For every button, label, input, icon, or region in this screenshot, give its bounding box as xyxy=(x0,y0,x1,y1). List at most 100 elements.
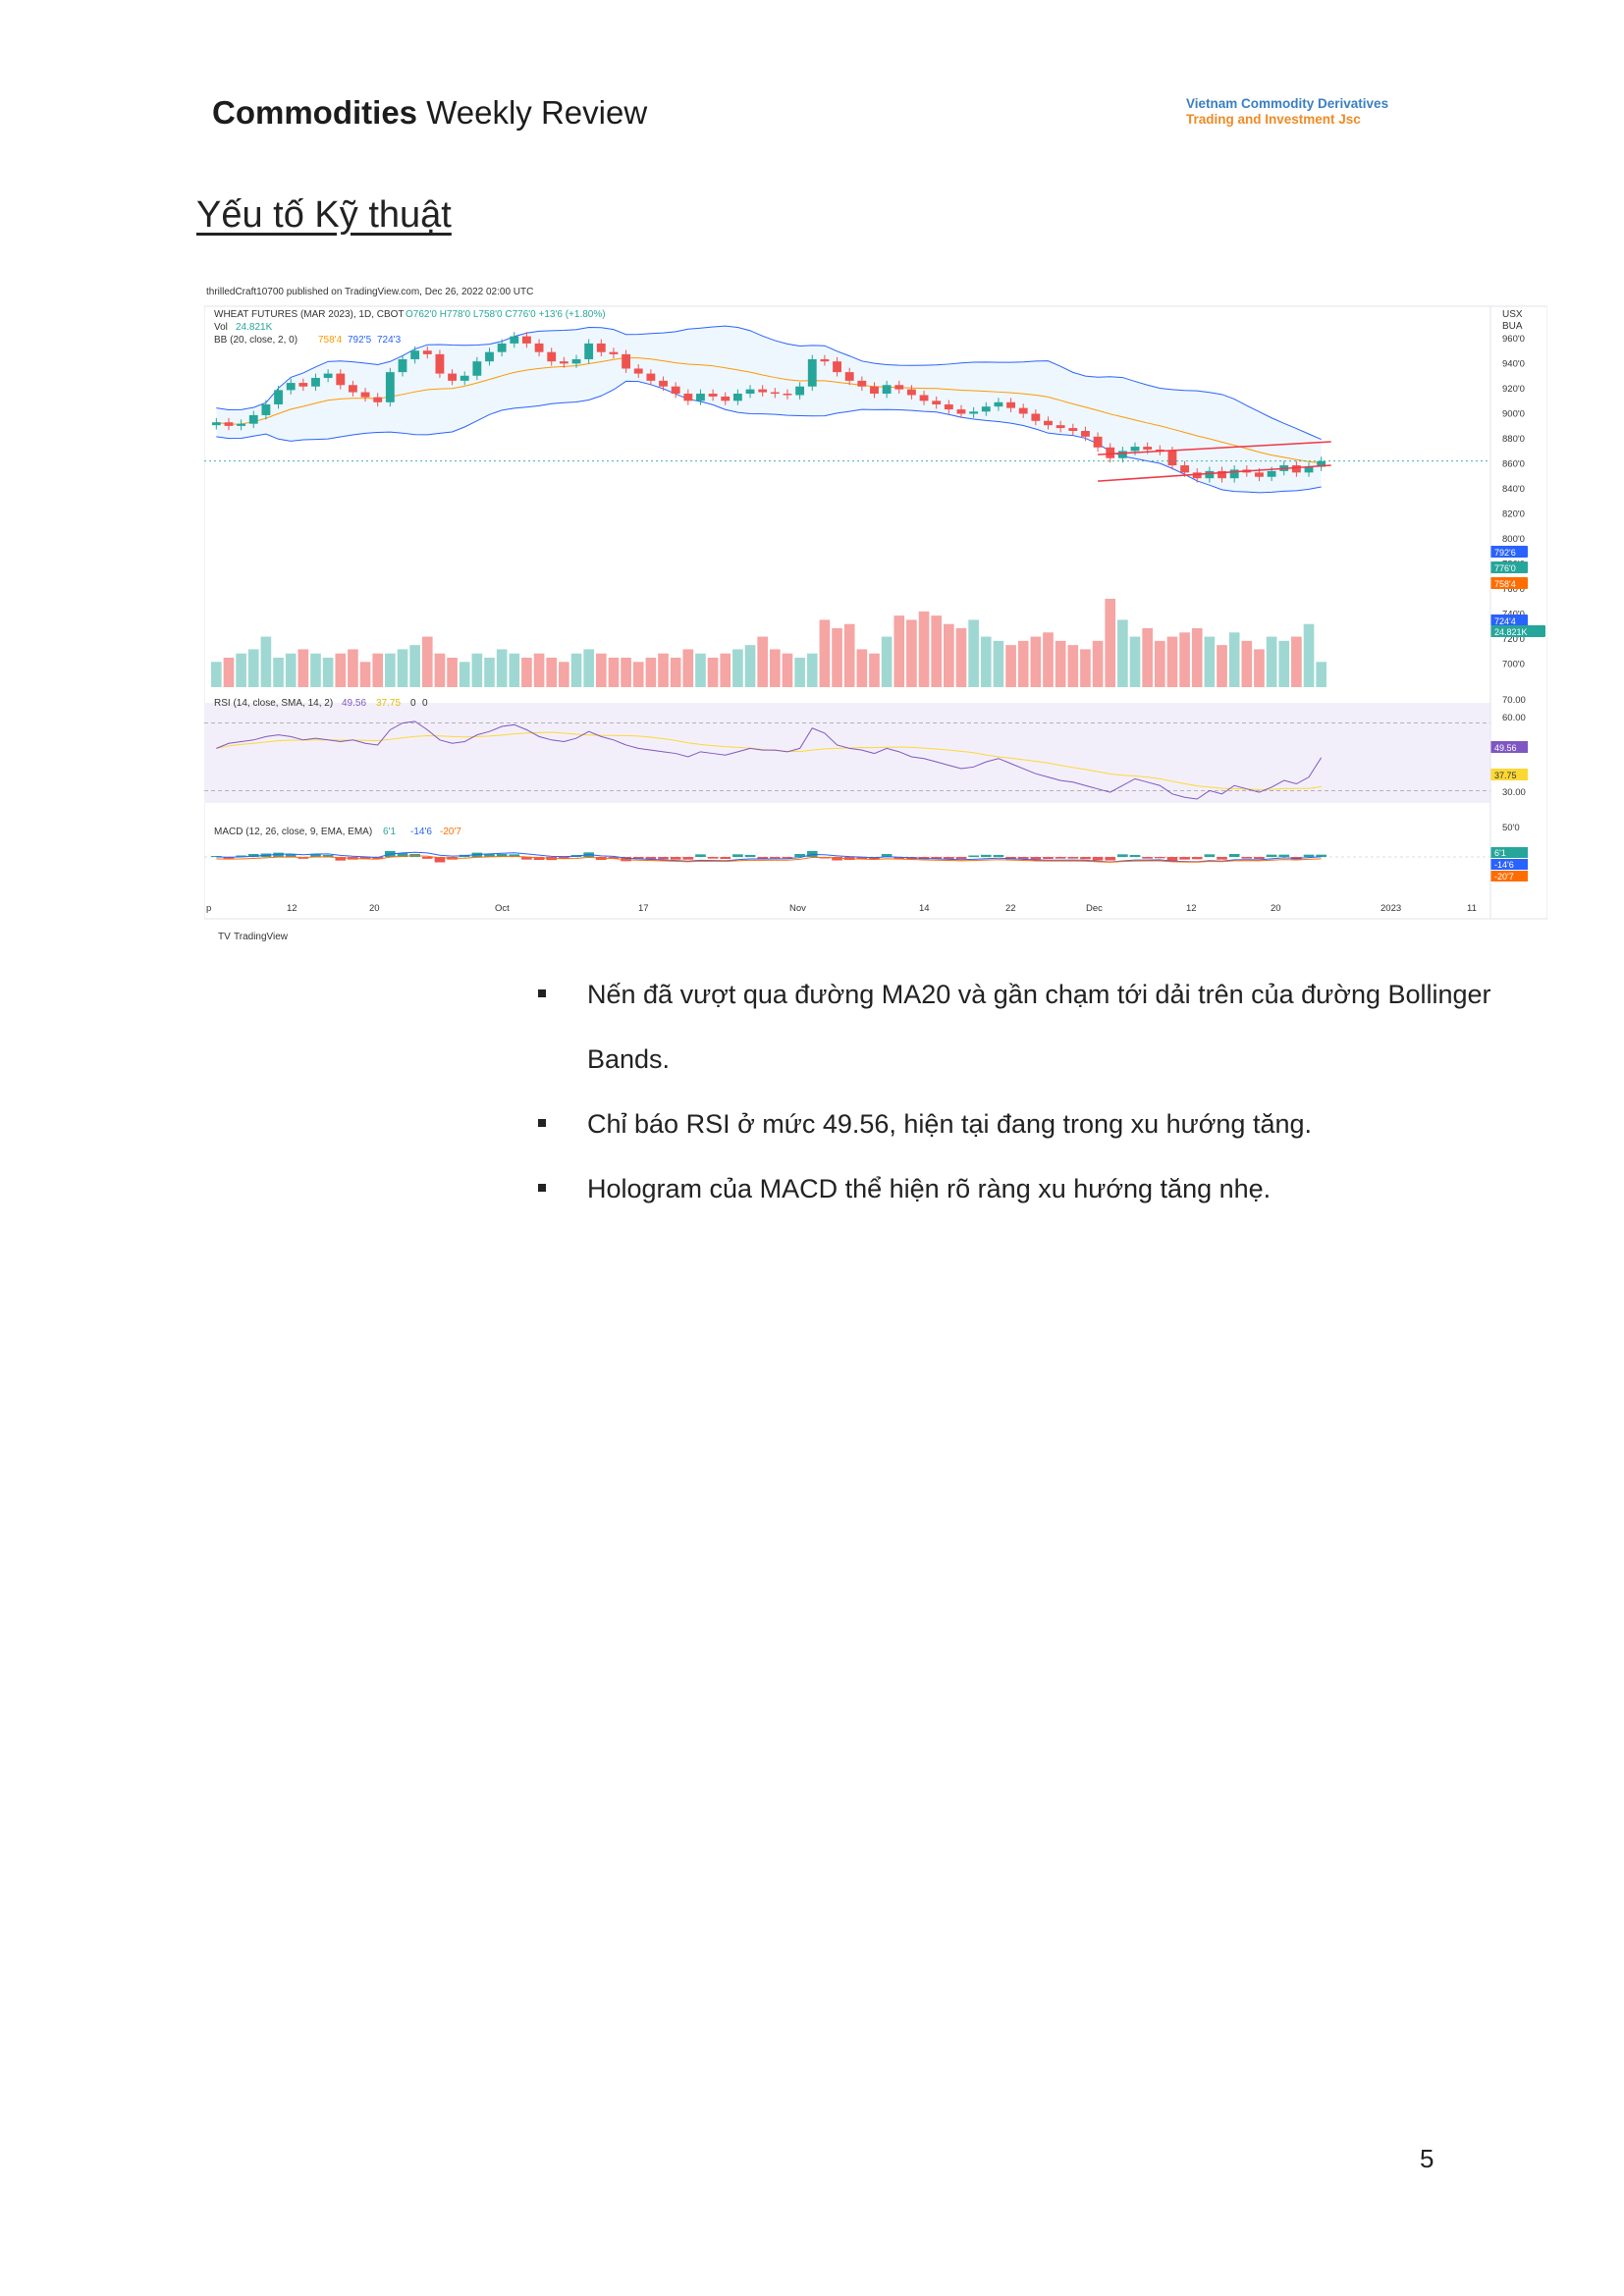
candle-body xyxy=(745,389,755,395)
header-title: Commodities Weekly Review xyxy=(212,94,647,132)
candle-body xyxy=(1155,449,1164,452)
price-tick-label: 820'0 xyxy=(1502,509,1525,520)
volume-bar xyxy=(993,640,1004,687)
macd-histogram-bar xyxy=(881,854,893,857)
volume-bar xyxy=(570,653,582,687)
candle-body xyxy=(559,361,568,364)
candle-body xyxy=(795,386,805,396)
volume-bar xyxy=(819,619,831,687)
candle-body xyxy=(956,409,966,414)
candle-body xyxy=(472,361,482,376)
macd-hist-value: 6'1 xyxy=(383,827,396,837)
candle-body xyxy=(1006,401,1015,408)
macd-histogram-bar xyxy=(658,857,669,860)
price-tick-label: 720'0 xyxy=(1502,634,1525,645)
rsi-pane xyxy=(204,721,1490,800)
candle-body xyxy=(609,351,619,354)
macd-histogram-bar xyxy=(856,857,868,860)
volume-bar xyxy=(881,636,893,687)
macd-label: MACD (12, 26, close, 9, EMA, EMA) xyxy=(214,827,372,837)
volume-bar xyxy=(707,658,719,687)
volume-bar xyxy=(471,653,483,687)
header-title-rest: Weekly Review xyxy=(417,94,648,131)
volume-bar xyxy=(533,653,545,687)
candle-body xyxy=(522,336,531,344)
volume-bar xyxy=(211,662,222,687)
macd-tag xyxy=(1490,847,1528,858)
volume-bar xyxy=(310,653,321,687)
candle-body xyxy=(932,400,942,404)
volume-bar xyxy=(955,628,967,687)
macd-histogram-bar xyxy=(273,852,284,857)
macd-histogram-bar xyxy=(980,854,992,857)
volume-bar xyxy=(906,619,917,687)
volume-bar xyxy=(944,623,954,687)
macd-tag xyxy=(1490,871,1528,881)
company-name: Vietnam Commodity Derivatives Trading an… xyxy=(1186,96,1388,128)
volume-bar xyxy=(496,649,508,687)
company-line-1: Vietnam Commodity Derivatives xyxy=(1186,96,1389,111)
volume-bar xyxy=(459,662,470,687)
volume-bar xyxy=(1217,645,1227,687)
volume-bar xyxy=(968,619,979,687)
rsi-tag-label: 37.75 xyxy=(1494,771,1517,780)
rsi-line xyxy=(216,721,1323,800)
volume-bar xyxy=(757,636,768,687)
volume-bar xyxy=(372,653,384,687)
candle-body xyxy=(547,351,557,362)
volume-bar xyxy=(409,645,420,687)
time-tick-label: 2023 xyxy=(1380,903,1401,914)
chart-svg: thrilledCraft10700 published on TradingV… xyxy=(203,287,1548,942)
volume-bar xyxy=(1241,640,1253,687)
candle-body xyxy=(448,373,457,381)
candle-body xyxy=(534,343,544,352)
time-axis: p 12 20 Oct 17 Nov 14 22 Dec 12 20 2023 11 xyxy=(206,903,1477,914)
tradingview-footer: TradingView xyxy=(234,932,289,942)
time-tick-label: 14 xyxy=(919,903,930,914)
macd-histogram-bar xyxy=(1217,857,1227,860)
volume-bar xyxy=(1142,628,1153,687)
price-tick-label: 940'0 xyxy=(1502,359,1525,370)
volume-bar xyxy=(720,653,731,687)
macd-histogram-bar xyxy=(1129,855,1141,857)
macd-histogram-bar xyxy=(670,857,681,860)
candle-body xyxy=(1218,470,1226,479)
candle-body xyxy=(844,372,854,381)
volume-bar xyxy=(1105,599,1116,687)
candle-body xyxy=(1044,420,1053,426)
candle-body xyxy=(783,394,792,396)
candle-body xyxy=(1192,472,1202,479)
volume-bar xyxy=(1055,640,1066,687)
price-tick-label: 700'0 xyxy=(1502,660,1525,670)
macd-histogram-bar xyxy=(608,857,620,859)
volume-bar xyxy=(484,658,495,687)
volume-bar xyxy=(595,653,607,687)
macd-tag-label: -20'7 xyxy=(1494,872,1514,881)
macd-histogram-bar xyxy=(1067,857,1079,859)
candle-body xyxy=(870,386,879,395)
volume-bar xyxy=(869,653,880,687)
price-tick-label: 920'0 xyxy=(1502,384,1525,395)
volume-bar xyxy=(447,658,458,687)
macd-histogram-bar xyxy=(955,857,967,859)
volume-bar xyxy=(893,615,905,687)
currency-label: USX xyxy=(1502,309,1523,320)
price-tag-label: 776'0 xyxy=(1494,563,1516,573)
volume-bar xyxy=(732,649,743,687)
candle-body xyxy=(758,389,768,393)
vol-label: Vol xyxy=(214,322,228,333)
volume-bar xyxy=(223,658,235,687)
rsi-value: 49.56 xyxy=(342,698,366,709)
macd-histogram-bar xyxy=(1266,854,1277,857)
macd-histogram-bar xyxy=(621,857,631,862)
macd-histogram-bar xyxy=(1017,857,1029,860)
volume-bar xyxy=(670,658,681,687)
time-tick-label: p xyxy=(206,903,211,914)
rsi-label: RSI (14, close, SMA, 14, 2) xyxy=(214,698,333,709)
volume-bar xyxy=(434,653,446,687)
price-tag xyxy=(1490,546,1528,558)
volume-bar xyxy=(1303,623,1315,687)
bb-lower-line xyxy=(216,380,1322,494)
published-text: thrilledCraft10700 published on TradingV… xyxy=(206,287,533,297)
macd-histogram-bar xyxy=(1241,857,1253,859)
